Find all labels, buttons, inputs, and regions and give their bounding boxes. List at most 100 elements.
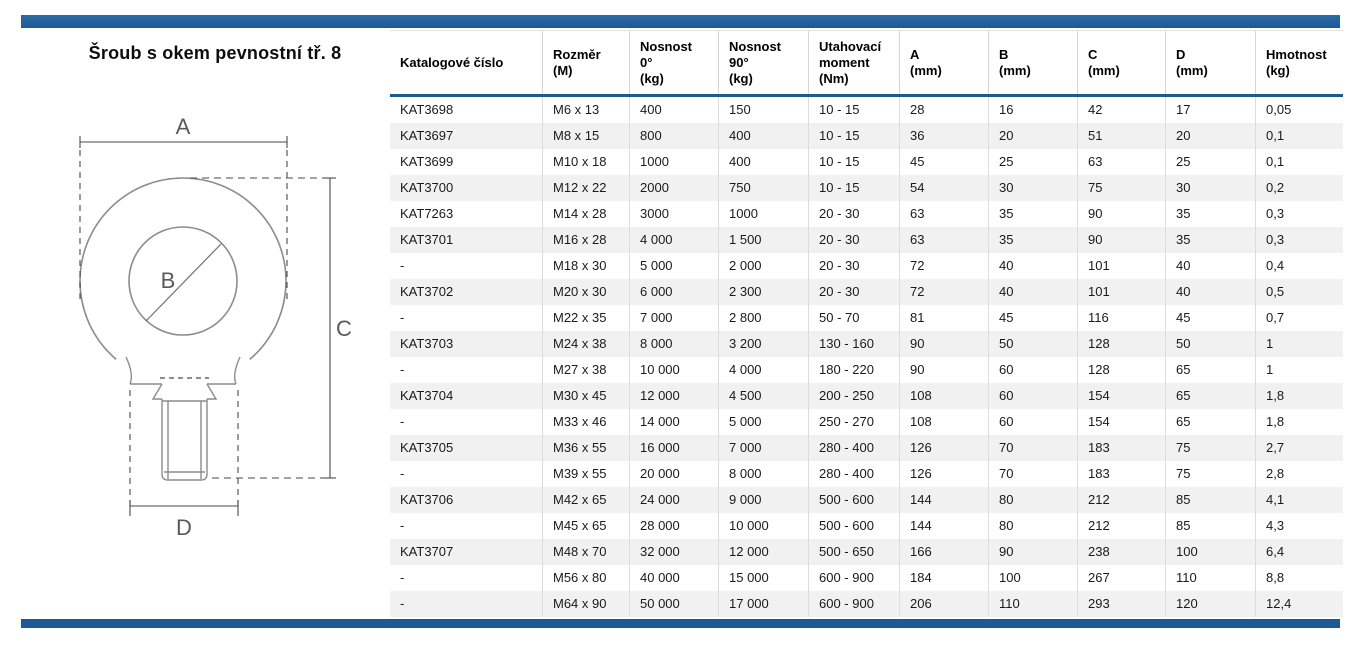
table-cell: 1000 xyxy=(718,201,808,227)
table-row: KAT3701 M16 x 28 4 000 1 500 20 - 30 63 35 90 35… xyxy=(390,227,1343,253)
dim-label-c: C xyxy=(336,316,352,341)
table-cell: KAT3703 xyxy=(400,336,454,351)
table-cell: 32 000 xyxy=(629,539,718,565)
table-cell: KAT3704 xyxy=(400,388,454,403)
table-cell: KAT3707 xyxy=(400,544,454,559)
table-cell: 110 xyxy=(1165,565,1255,591)
table-cell: 80 xyxy=(988,513,1077,539)
table-cell: 108 xyxy=(899,409,988,435)
table-cell: 2000 xyxy=(629,175,718,201)
table-cell: M30 x 45 xyxy=(542,383,629,409)
table-cell: M39 x 55 xyxy=(542,461,629,487)
table-cell: 128 xyxy=(1077,357,1165,383)
table-row: KAT3702 M20 x 30 6 000 2 300 20 - 30 72 40 101 4… xyxy=(390,279,1343,305)
table-cell: 2,7 xyxy=(1255,435,1343,461)
table-cell: 90 xyxy=(1077,227,1165,253)
table-cell: 100 xyxy=(1165,539,1255,565)
table-row: KAT3707 M48 x 70 32 000 12 000 500 - 650 166 9… xyxy=(390,539,1343,565)
table-row: KAT3698 M6 x 13 400 150 10 - 15 28 16 42 17 0,05 xyxy=(390,97,1343,123)
table-cell: 0,3 xyxy=(1255,227,1343,253)
table-cell: 10 000 xyxy=(718,513,808,539)
dimension-d-lines xyxy=(129,390,239,516)
table-cell: 75 xyxy=(1077,175,1165,201)
table-cell: 25 xyxy=(1165,149,1255,175)
table-cell: 2 800 xyxy=(718,305,808,331)
table-cell: 212 xyxy=(1077,487,1165,513)
table-cell: 40 xyxy=(1165,253,1255,279)
diagram-inner-hole xyxy=(128,226,238,336)
table-body: KAT3698 M6 x 13 400 150 10 - 15 28 16 42 17 0,05 K… xyxy=(390,97,1343,617)
table-cell: 126 xyxy=(899,461,988,487)
table-cell: 2 300 xyxy=(718,279,808,305)
table-cell: 0,2 xyxy=(1255,175,1343,201)
table-cell: 24 000 xyxy=(629,487,718,513)
table-cell: 128 xyxy=(1077,331,1165,357)
table-cell: 35 xyxy=(988,227,1077,253)
table-cell: 500 - 600 xyxy=(808,487,899,513)
table-cell: 200 - 250 xyxy=(808,383,899,409)
table-cell: 20 - 30 xyxy=(808,227,899,253)
table-cell: 0,4 xyxy=(1255,253,1343,279)
table-cell: M6 x 13 xyxy=(542,97,629,123)
table-cell: 16 000 xyxy=(629,435,718,461)
table-row: KAT3697 M8 x 15 800 400 10 - 15 36 20 51 20 0,1 xyxy=(390,123,1343,149)
table-row: - M45 x 65 28 000 10 000 500 - 600 144 80 212 85… xyxy=(390,513,1343,539)
column-header: C (mm) xyxy=(1077,31,1165,94)
table-cell: M20 x 30 xyxy=(542,279,629,305)
table-cell: 70 xyxy=(988,435,1077,461)
table-cell: 20 - 30 xyxy=(808,279,899,305)
table-row: - M22 x 35 7 000 2 800 50 - 70 81 45 116 45 0,7 xyxy=(390,305,1343,331)
table-cell: 238 xyxy=(1077,539,1165,565)
table-cell: 90 xyxy=(1077,201,1165,227)
table-cell: - xyxy=(400,310,405,325)
dim-label-d: D xyxy=(176,515,192,540)
table-cell: 144 xyxy=(899,487,988,513)
table-cell: 154 xyxy=(1077,409,1165,435)
table-cell: 101 xyxy=(1077,279,1165,305)
table-cell: 30 xyxy=(988,175,1077,201)
table-cell: 45 xyxy=(899,149,988,175)
table-cell: 10 - 15 xyxy=(808,123,899,149)
table-cell: KAT3700 xyxy=(400,180,454,195)
table-header-row: Katalogové číslo Rozměr (M) Nosnost 0° (kg… xyxy=(390,30,1343,97)
table-cell: - xyxy=(400,570,405,585)
table-row: KAT3703 M24 x 38 8 000 3 200 130 - 160 90 50 12… xyxy=(390,331,1343,357)
table-cell: M42 x 65 xyxy=(542,487,629,513)
table-cell: 400 xyxy=(718,149,808,175)
column-header: Katalogové číslo xyxy=(400,54,504,70)
table-cell: 20 xyxy=(1165,123,1255,149)
table-cell: KAT3705 xyxy=(400,440,454,455)
table-cell: 0,05 xyxy=(1255,97,1343,123)
table-cell: 72 xyxy=(899,279,988,305)
table-cell: 45 xyxy=(1165,305,1255,331)
spec-table: Katalogové číslo Rozměr (M) Nosnost 0° (kg… xyxy=(390,30,1343,617)
eye-bolt-diagram: A B C D xyxy=(79,114,352,540)
table-cell: 80 xyxy=(988,487,1077,513)
column-header: Nosnost 90° (kg) xyxy=(718,31,808,94)
table-cell: M24 x 38 xyxy=(542,331,629,357)
table-cell: 65 xyxy=(1165,409,1255,435)
table-cell: 500 - 600 xyxy=(808,513,899,539)
table-cell: - xyxy=(400,414,405,429)
table-cell: 60 xyxy=(988,357,1077,383)
table-cell: - xyxy=(400,518,405,533)
table-cell: 20 - 30 xyxy=(808,201,899,227)
table-cell: 90 xyxy=(899,331,988,357)
column-header: Hmotnost (kg) xyxy=(1255,31,1343,94)
table-cell: 0,3 xyxy=(1255,201,1343,227)
table-cell: 17 000 xyxy=(718,591,808,617)
table-cell: 50 xyxy=(988,331,1077,357)
table-cell: 75 xyxy=(1165,435,1255,461)
table-cell: 267 xyxy=(1077,565,1165,591)
dim-label-b: B xyxy=(161,268,176,293)
table-cell: 280 - 400 xyxy=(808,435,899,461)
table-cell: M48 x 70 xyxy=(542,539,629,565)
table-cell: - xyxy=(400,466,405,481)
table-cell: 110 xyxy=(988,591,1077,617)
table-cell: M33 x 46 xyxy=(542,409,629,435)
table-cell: 1 500 xyxy=(718,227,808,253)
table-cell: 280 - 400 xyxy=(808,461,899,487)
table-cell: 40 xyxy=(988,279,1077,305)
table-cell: 12,4 xyxy=(1255,591,1343,617)
table-cell: 600 - 900 xyxy=(808,565,899,591)
